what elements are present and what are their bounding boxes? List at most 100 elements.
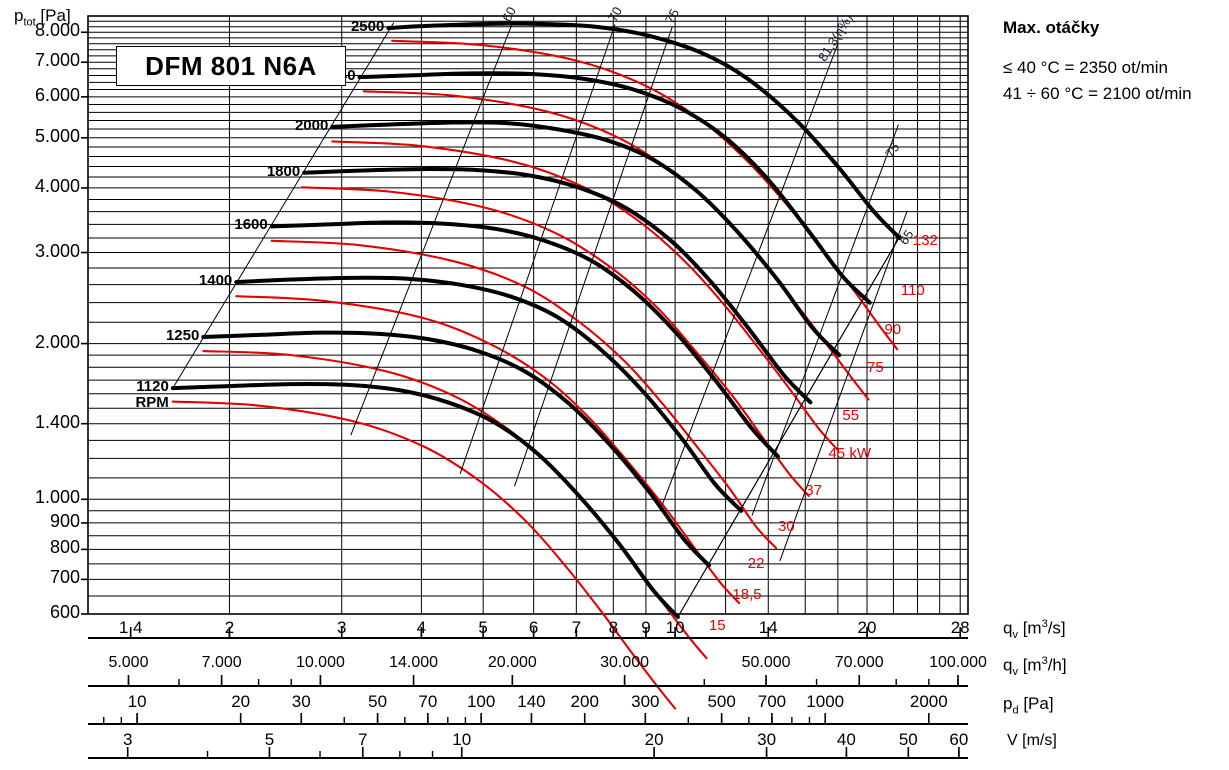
x-scale-4-tick-label: 30 xyxy=(757,730,777,749)
x-scale-3-tick-label: 500 xyxy=(707,692,736,711)
y-tick-label: 5.000 xyxy=(34,125,80,146)
x-scale-4-tick-label: 10 xyxy=(452,730,472,749)
power-label: 90 xyxy=(884,320,902,338)
x-scale-3-tick-label: 200 xyxy=(570,692,599,711)
max-speed-heading: Max. otáčky xyxy=(1003,18,1100,37)
curve-power-1600 xyxy=(270,239,778,550)
y-tick-label: 4.000 xyxy=(34,175,80,196)
curve-1400-rpm xyxy=(234,275,744,513)
x-scale-1-tick-label: 6 xyxy=(528,618,539,637)
x-scale-2-tick-label: 14.000 xyxy=(389,654,439,671)
x-scale-3-tick-label: 100 xyxy=(466,692,496,711)
rpm-label: 1400 xyxy=(198,272,233,290)
x-axis-3-unit-label: pd [Pa] xyxy=(1003,694,1054,717)
power-label: 18,5 xyxy=(732,586,762,604)
x-scale-1-tick-label: 8 xyxy=(608,618,619,637)
x-scale-4-tick-label: 5 xyxy=(264,730,275,749)
curve-power-1800 xyxy=(301,186,810,497)
y-tick-label: 8.000 xyxy=(34,20,80,41)
x-scale-1-tick-label: 4 xyxy=(416,618,427,637)
max-speed-line-1: ≤ 40 °C = 2350 ot/min xyxy=(1003,58,1168,77)
max-speed-line-2: 41 ÷ 60 °C = 2100 ot/min xyxy=(1003,84,1192,103)
power-label: 30 xyxy=(777,517,795,535)
x-scale-2-tick-label: 70.000 xyxy=(834,654,884,671)
power-curves xyxy=(171,39,899,710)
x-scale-1-tick-label: 7 xyxy=(571,618,582,637)
curve-1600-rpm xyxy=(269,220,780,459)
x-scale-2-tick-label: 5.000 xyxy=(108,654,149,671)
rpm-label: 1600 xyxy=(234,216,268,234)
x-scale-2-tick-label: 50.000 xyxy=(741,654,791,671)
x-scale-1-tick-label: 2 xyxy=(224,618,235,637)
x-scale-3-tick-label: 700 xyxy=(757,692,787,711)
x-scale-1-tick-label: 5 xyxy=(478,618,488,637)
x-scale-2-tick-label: 100.000 xyxy=(929,654,987,671)
x-scale-1-tick-label: 20 xyxy=(857,618,877,637)
power-label: 45 kW xyxy=(828,444,871,462)
rpm-label: 2500 xyxy=(350,18,385,36)
rpm-label: 1250 xyxy=(165,326,200,344)
x-axis-1-unit-label: qv [m3/s] xyxy=(1003,618,1066,642)
curve-2000-rpm xyxy=(330,120,842,358)
x-axis-4-unit-label: V [m/s] xyxy=(1007,732,1057,749)
power-label: 132 xyxy=(912,231,938,249)
plot-frame xyxy=(87,15,969,615)
x-scale-1-tick-label: 9 xyxy=(641,618,651,637)
power-label: 22 xyxy=(747,555,765,573)
x-scale-2-tick-label: 7.000 xyxy=(201,654,242,671)
pressure-curves xyxy=(170,21,902,620)
y-tick-label: 2.000 xyxy=(34,331,80,352)
x-scale-1-tick-label: 1.4 xyxy=(118,618,143,637)
efficiency-lines xyxy=(172,22,908,618)
x-scale-1-tick-label: 10 xyxy=(665,618,685,637)
y-tick-label: 6.000 xyxy=(34,84,80,105)
x-scale-3-tick-label: 30 xyxy=(291,692,311,711)
curve-power-1400 xyxy=(235,295,741,605)
x-scale-4-tick-label: 60 xyxy=(949,730,969,749)
power-label: 15 xyxy=(708,617,726,635)
y-tick-label: 7.000 xyxy=(34,50,80,71)
x-axis-2-unit-label: qv [m3/h] xyxy=(1003,655,1067,679)
x-scale-3-tick-label: 140 xyxy=(517,692,546,711)
x-scale-3-tick-label: 50 xyxy=(368,692,388,711)
y-tick-label: 800 xyxy=(49,537,80,558)
x-scale-4-tick-label: 40 xyxy=(836,730,856,749)
y-tick-label: 1.400 xyxy=(34,411,80,432)
curve-2500-rpm xyxy=(386,21,902,241)
y-tick-label: 3.000 xyxy=(34,240,80,261)
power-label: 55 xyxy=(842,407,860,425)
y-tick-label: 1.000 xyxy=(34,487,80,508)
x-scale-4-tick-label: 3 xyxy=(122,730,133,749)
rpm-unit-label: RPM xyxy=(135,394,169,412)
power-label: 110 xyxy=(900,281,925,299)
curve-1120-rpm xyxy=(170,381,680,620)
x-scale-4-tick-label: 7 xyxy=(358,730,368,749)
x-scale-4-tick-label: 20 xyxy=(644,730,664,749)
power-label: 75 xyxy=(867,358,884,376)
rpm-label: 1120 xyxy=(136,378,169,396)
rpm-label: 1800 xyxy=(266,162,301,180)
y-axis-unit-label: ptot [Pa] xyxy=(14,6,71,29)
x-scale-3-tick-label: 300 xyxy=(631,692,660,711)
x-scale-3-tick-label: 1000 xyxy=(806,692,845,711)
power-label: 37 xyxy=(805,481,822,499)
x-scale-3-tick-label: 70 xyxy=(418,692,438,711)
curve-1800-rpm xyxy=(302,167,813,405)
x-scale-3-tick-label: 10 xyxy=(127,692,147,711)
x-scale-3-tick-label: 2000 xyxy=(909,692,948,711)
rpm-label: 2000 xyxy=(294,116,329,134)
curve-power-1120 xyxy=(171,400,677,710)
y-tick-label: 900 xyxy=(49,510,80,531)
curve-1250-rpm xyxy=(201,330,711,568)
x-scale-1-tick-label: 28 xyxy=(950,618,970,637)
x-scale-4-tick-label: 50 xyxy=(898,730,918,749)
x-scale-2-tick-label: 10.000 xyxy=(295,654,345,671)
page-title: DFM 801 N6A xyxy=(116,46,346,86)
y-tick-label: 600 xyxy=(49,602,80,622)
x-scale-1-tick-label: 14 xyxy=(758,618,778,637)
x-scale-3-tick-label: 20 xyxy=(231,692,251,711)
x-scale-2-tick-label: 30.000 xyxy=(600,654,650,671)
y-tick-label: 700 xyxy=(49,567,80,588)
curve-2240-rpm xyxy=(357,71,872,305)
